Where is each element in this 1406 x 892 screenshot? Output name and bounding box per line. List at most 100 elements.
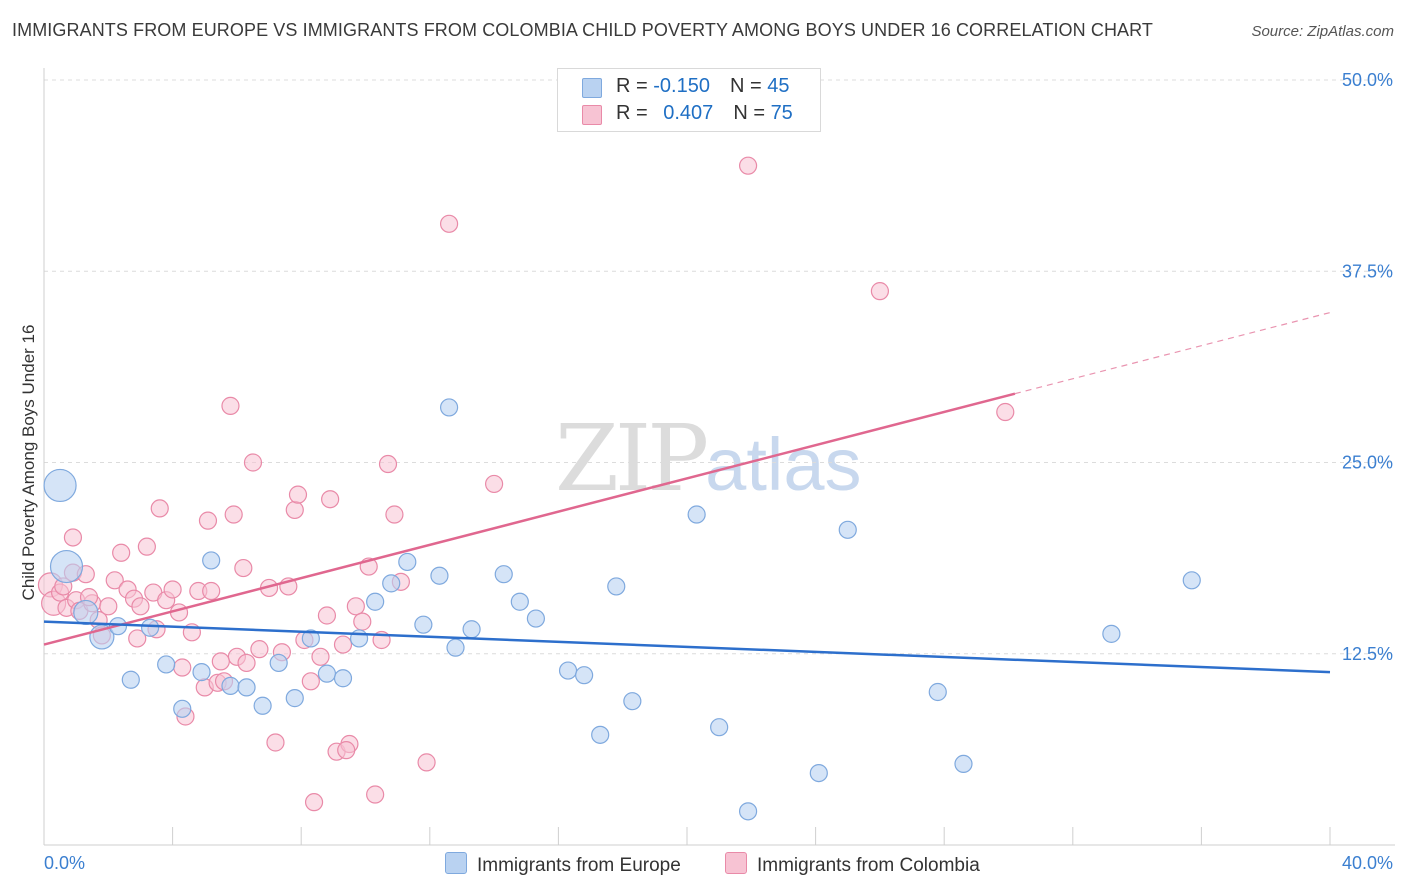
watermark-zip: ZIP [555,405,709,512]
europe-point-7 [157,655,176,674]
bottom-legend-label-europe: Immigrants from Europe [477,855,681,876]
watermark-atlas: atlas [705,423,862,506]
europe-point-23 [414,615,433,634]
europe-point-42 [954,754,973,774]
colombia-point-12 [99,597,118,616]
europe-point-30 [526,609,545,628]
y-tick-label-2: 37.5% [1342,261,1393,281]
colombia-point-37 [234,558,253,578]
colombia-point-35 [224,505,243,524]
bottom-legend-colombia: Immigrants from Colombia [725,852,980,877]
europe-point-8 [173,699,192,718]
colombia-point-51 [317,606,337,625]
europe-point-17 [317,664,337,683]
europe-point-34 [607,577,626,596]
colombia-point-46 [288,485,308,504]
europe-point-33 [591,725,610,744]
colombia-point-52 [321,490,340,509]
colombia-trend-line-extension [1014,311,1331,395]
colombia-point-54 [333,635,353,654]
colombia-point-25 [173,658,192,677]
europe-point-5 [121,670,140,689]
europe-point-29 [510,592,529,611]
colombia-point-68 [870,282,890,301]
legend-europe-n-value: 45 [767,75,790,97]
colombia-point-61 [378,454,398,474]
x-tick-label-0: 0.0% [44,853,85,873]
europe-point-26 [462,620,481,639]
europe-point-39 [809,763,828,783]
colombia-point-31 [202,581,221,601]
legend-europe-r-label: R = [616,75,654,97]
colombia-point-67 [738,156,758,175]
europe-point-27 [439,398,459,417]
europe-trend-line [43,620,1331,674]
colombia-point-65 [439,214,459,233]
europe-point-35 [623,692,642,711]
legend-europe-n-label: N = [729,75,768,97]
colombia-point-71 [128,629,147,648]
colombia-point-57 [353,612,372,631]
europe-point-21 [382,574,401,593]
source-label: Source: ZipAtlas.com [1251,23,1394,40]
colombia-point-56 [346,597,365,616]
colombia-point-18 [137,537,156,556]
europe-point-37 [710,718,729,737]
colombia-point-40 [250,640,269,659]
europe-point-41 [928,682,947,702]
colombia-point-59 [366,785,385,804]
colombia-point-39 [243,453,263,472]
legend-europe-r-value: -0.150 [653,75,710,97]
y-tick-label-1: 25.0% [1342,453,1393,473]
bottom-legend-swatch-colombia [725,852,747,874]
europe-point-43 [1102,624,1121,643]
europe-point-19 [349,629,369,648]
legend-colombia-r-label: R = [616,102,654,124]
europe-point-32 [575,666,594,685]
colombia-point-13 [105,571,124,590]
correlation-legend: R = -0.150 N = 45 R = 0.407 N = 75 [557,68,821,132]
legend-colombia-n-label: N = [733,102,771,124]
colombia-point-49 [304,793,324,812]
europe-point-13 [253,696,272,715]
legend-swatch-colombia [582,105,602,125]
europe-point-28 [494,565,513,584]
colombia-point-69 [996,402,1015,422]
colombia-point-66 [485,474,504,494]
y-tick-label-3: 50.0% [1342,70,1393,90]
europe-point-38 [738,802,758,821]
colombia-point-34 [221,396,240,415]
chart-title: IMMIGRANTS FROM EUROPE VS IMMIGRANTS FRO… [12,20,1154,40]
europe-point-15 [285,689,304,708]
europe-point-40 [838,520,857,539]
colombia-point-50 [311,647,330,666]
colombia-point-72 [211,652,230,671]
x-tick-label-1: 40.0% [1342,853,1393,873]
colombia-point-30 [198,511,218,530]
europe-point-0 [43,468,77,503]
bottom-legend-label-colombia: Immigrants from Colombia [757,855,980,876]
europe-point-1 [49,549,84,584]
colombia-trend-line [43,392,1016,646]
legend-swatch-europe [582,78,602,98]
bottom-legend-europe: Immigrants from Europe [445,852,681,877]
colombia-point-42 [266,733,285,752]
colombia-point-45 [285,500,304,520]
europe-point-2 [73,599,99,626]
y-axis-label: Child Poverty Among Boys Under 16 [19,325,38,601]
europe-point-18 [333,669,353,688]
europe-point-36 [687,505,706,524]
colombia-point-21 [150,499,169,518]
colombia-point-5 [63,528,83,547]
europe-point-16 [301,629,320,648]
europe-point-24 [430,566,449,585]
europe-point-12 [237,678,256,697]
colombia-point-62 [385,505,404,524]
watermark: ZIPatlas [555,405,861,512]
bottom-legend-swatch-europe [445,852,467,874]
colombia-point-23 [163,580,182,599]
europe-point-22 [398,552,417,572]
europe-point-14 [269,653,288,673]
colombia-point-48 [301,672,320,691]
